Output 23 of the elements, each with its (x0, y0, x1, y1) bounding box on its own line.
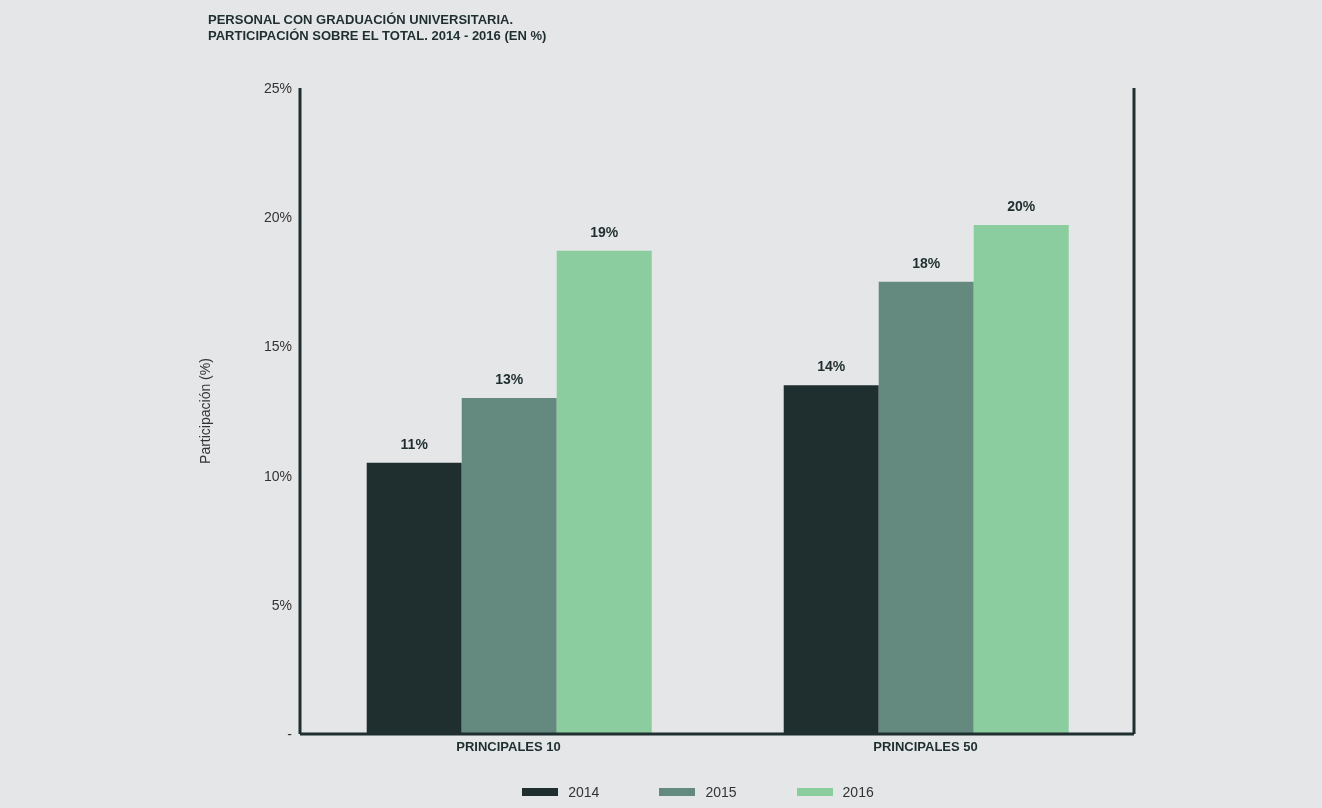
y-tick-label: 10% (263, 467, 292, 484)
data-label: 13% (495, 371, 524, 388)
y-tick-label: 25% (263, 79, 292, 96)
data-label: 20% (1007, 197, 1036, 214)
data-label: 18% (912, 254, 941, 271)
legend-label: 2015 (705, 784, 737, 800)
legend-label: 2014 (568, 784, 600, 800)
y-tick-label: 20% (263, 209, 292, 226)
chart-title: PERSONAL CON GRADUACIÓN UNIVERSITARIA. PARTICIPACIÓN SOBRE EL TOTAL. 2014 - 2016 (EN %) (208, 12, 547, 44)
x-tick-label: PRINCIPALES 10 (456, 739, 561, 755)
y-tick-label: 5% (271, 596, 292, 613)
x-tick-label: PRINCIPALES 50 (873, 739, 978, 755)
bar (461, 398, 557, 734)
legend-label: 2016 (842, 784, 874, 800)
y-tick-label: 15% (263, 338, 292, 355)
y-tick-label: - (287, 725, 293, 742)
y-axis-title: Participación (%) (196, 358, 213, 464)
data-label: 14% (817, 358, 846, 375)
bar (878, 281, 974, 734)
bar (556, 250, 652, 734)
bar (973, 224, 1069, 734)
data-label: 11% (400, 435, 429, 452)
data-label: 19% (590, 223, 619, 240)
